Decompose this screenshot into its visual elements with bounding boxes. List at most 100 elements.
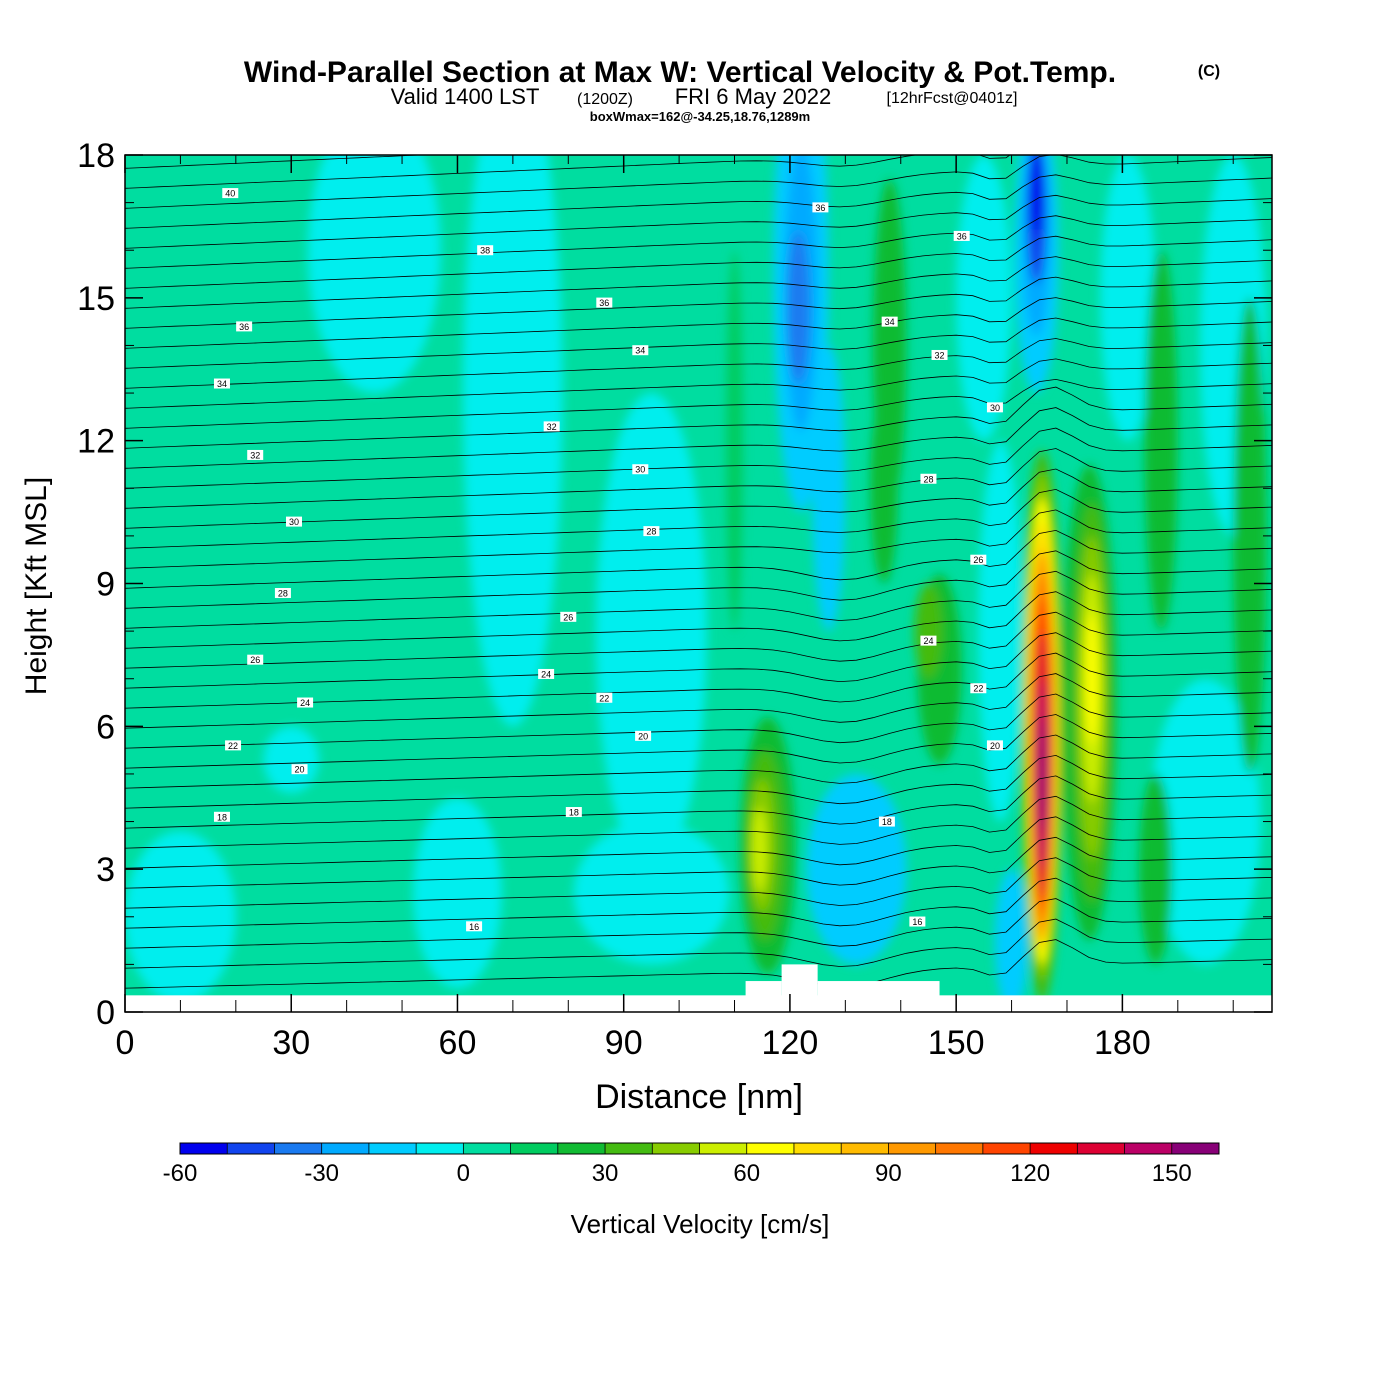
contour-label: 32 <box>247 449 264 460</box>
colorbar-tick-label: 150 <box>1152 1160 1192 1187</box>
contour-label: 24 <box>297 697 314 708</box>
contour-label: 34 <box>213 378 230 389</box>
potential-temperature-contours <box>125 155 1272 989</box>
w-region <box>463 155 563 727</box>
x-tick-label: 30 <box>272 1024 310 1062</box>
colorbar-swatch <box>416 1143 464 1154</box>
contour-label: 20 <box>986 740 1003 751</box>
isentrope-line <box>125 194 1272 249</box>
contour-label: 34 <box>881 316 898 327</box>
w-region <box>595 393 707 870</box>
contour-label-text: 36 <box>239 322 249 332</box>
isentrope-line <box>125 155 429 169</box>
ground <box>125 995 1272 1012</box>
colorbar-swatch <box>652 1143 700 1154</box>
contour-label: 26 <box>560 611 577 622</box>
contour-label-text: 24 <box>300 698 310 708</box>
contour-label-text: 36 <box>815 203 825 213</box>
contour-label-text: 22 <box>228 741 238 751</box>
contour-label-text: 24 <box>923 636 933 646</box>
utc-label: (1200Z) <box>577 91 633 108</box>
colorbar-swatch <box>227 1143 275 1154</box>
isentrope-line <box>125 358 1272 409</box>
w-region <box>752 807 767 893</box>
w-region <box>573 821 729 965</box>
contour-label: 30 <box>632 464 649 475</box>
isentrope-line <box>125 816 1272 869</box>
contour-label: 22 <box>970 683 987 694</box>
contour-label-text: 20 <box>638 731 648 741</box>
colorbar-swatch <box>510 1143 559 1154</box>
isentrope-line <box>125 468 1272 529</box>
w-region <box>1139 773 1173 965</box>
w-region <box>1029 155 1044 236</box>
contour-label: 24 <box>538 668 555 679</box>
isentrope-line <box>125 338 1272 389</box>
x-axis: 0 30 60 90 120 150 180 <box>116 155 1234 1062</box>
contour-label: 34 <box>632 345 649 356</box>
isentrope-line <box>125 652 1272 709</box>
colorbar-swatch <box>605 1143 653 1154</box>
isentrope-line <box>125 877 1272 929</box>
contour-label-text: 34 <box>885 317 895 327</box>
isentrope-line <box>125 529 1272 589</box>
colorbar-swatch <box>982 1143 1031 1154</box>
isentrope-line <box>125 276 1272 329</box>
x-tick-label: 90 <box>605 1024 643 1062</box>
isentrope-line <box>125 939 1272 989</box>
colorbar-swatch <box>368 1143 417 1154</box>
contour-label-text: 18 <box>217 812 227 822</box>
y-tick-label: 12 <box>77 423 115 461</box>
x-tick-label: 150 <box>928 1024 985 1062</box>
isentrope-line <box>125 673 1272 729</box>
contour-label-text: 20 <box>990 741 1000 751</box>
contour-label-text: 18 <box>569 808 579 818</box>
contour-label-text: 30 <box>990 403 1000 413</box>
y-tick-label: 6 <box>96 708 115 746</box>
w-region <box>812 345 846 632</box>
w-region <box>1144 250 1178 632</box>
colorbar-swatch <box>274 1143 323 1154</box>
contour-label: 38 <box>477 245 494 256</box>
contour-label: 28 <box>643 526 660 537</box>
colorbar-tick-label: 60 <box>733 1160 760 1187</box>
colorbar-swatch <box>1030 1143 1078 1154</box>
contour-label-text: 30 <box>289 517 299 527</box>
isentrope-line <box>125 857 1272 909</box>
contour-label-text: 24 <box>541 669 551 679</box>
isentrope-line <box>125 448 1272 509</box>
isentrope-line <box>125 407 1272 469</box>
terrain-block <box>781 964 818 1012</box>
y-tick-label: 3 <box>96 851 115 889</box>
box-wmax-label: boxWmax=162@-34.25,18.76,1289m <box>590 109 810 124</box>
colorbar-swatch <box>699 1143 748 1154</box>
contour-labels: 40 38 36 36 36 36 34 34 34 32 32 32 30 30 30 28 28 28 26 26… <box>213 188 1003 932</box>
contour-label-text: 32 <box>250 450 260 460</box>
w-region <box>914 583 943 679</box>
isentrope-line <box>125 378 1272 429</box>
colorbar-swatch <box>793 1143 842 1154</box>
isentrope-line <box>125 693 1272 749</box>
contour-label-text: 22 <box>599 693 609 703</box>
w-region <box>413 797 502 989</box>
y-axis-label: Height [Kft MSL] <box>20 477 53 695</box>
isentrope-line <box>125 427 1272 489</box>
contour-label: 22 <box>225 740 242 751</box>
contour-label: 30 <box>286 516 303 527</box>
colorbar-tick-label: 30 <box>592 1160 619 1187</box>
isentrope-line <box>125 632 1272 689</box>
contour-label-text: 36 <box>957 231 967 241</box>
x-tick-label: 60 <box>439 1024 477 1062</box>
isentrope-line <box>125 488 1272 549</box>
w-region <box>978 440 1023 822</box>
isentrope-line <box>125 256 1272 309</box>
contour-label-text: 26 <box>250 655 260 665</box>
colorbar-swatch <box>841 1143 889 1154</box>
isentrope-line <box>125 509 1272 569</box>
contour-label-text: 28 <box>923 474 933 484</box>
contour-label-text: 16 <box>469 922 479 932</box>
isentrope-line <box>125 155 1272 209</box>
chart-title: Wind-Parallel Section at Max W: Vertical… <box>244 56 1116 89</box>
contour-label: 26 <box>247 654 264 665</box>
